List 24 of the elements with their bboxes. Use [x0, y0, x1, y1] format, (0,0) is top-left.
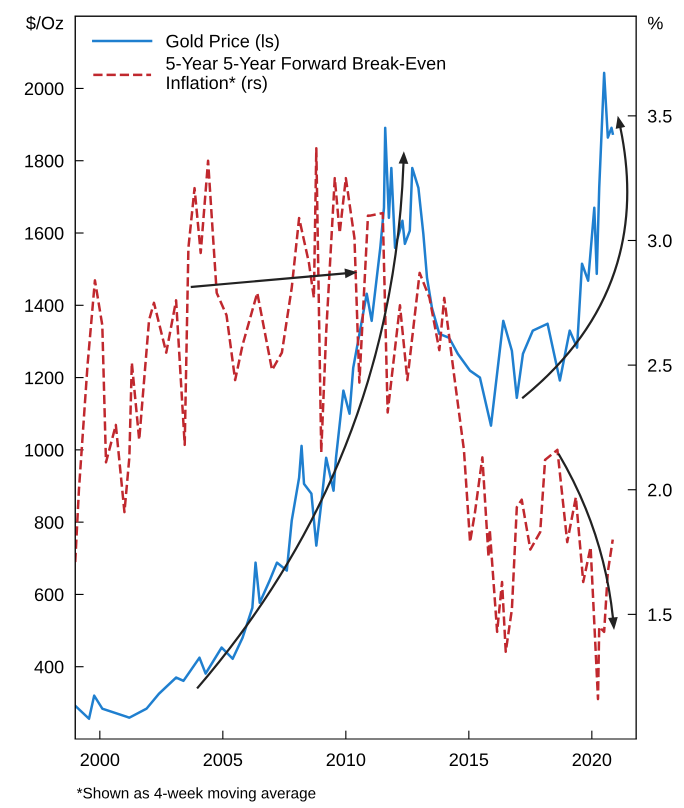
x-tick-label: 2005	[204, 753, 242, 766]
y-tick-label: 400	[34, 660, 64, 674]
y-tick-label: 1800	[25, 154, 64, 168]
text: *Shown as 4-week moving average	[76, 787, 316, 802]
y2-tick-label: 1.5	[648, 608, 672, 622]
y-tick-label: 2000	[24, 82, 64, 96]
y-axis-title: $/Oz	[26, 16, 64, 30]
y-tick-label: 600	[34, 588, 64, 602]
y-tick-label: 1400	[25, 299, 64, 312]
y2-axis-title: %	[648, 16, 663, 30]
y-tick-label: 800	[34, 516, 64, 529]
y2-tick-label: 3.5	[648, 110, 672, 123]
y-tick-label: 1600	[25, 226, 64, 240]
y2-tick-label: 3.0	[648, 234, 672, 248]
x-tick-label: 2015	[450, 753, 488, 766]
legend-label: 5-Year 5-Year Forward Break-Even Inflation* (rs)	[166, 56, 446, 93]
legend-label: Gold Price (ls)	[166, 34, 279, 52]
y-tick-label: 1200	[25, 372, 64, 384]
x-tick-label: 2020	[572, 753, 612, 766]
y2-tick-label: 2.5	[648, 359, 672, 372]
x-tick-label: 2000	[80, 753, 120, 766]
y2-tick-label: 2.0	[648, 484, 672, 496]
x-tick-label: 2010	[326, 753, 366, 766]
y-tick-label: 1000	[25, 444, 64, 457]
